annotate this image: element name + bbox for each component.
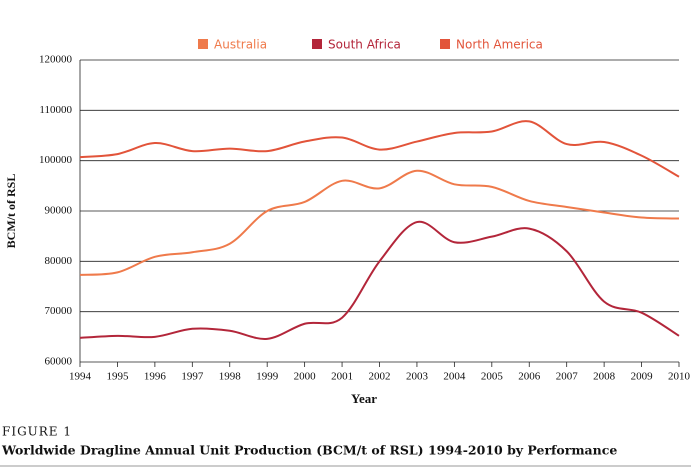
figure-caption: FIGURE 1	[2, 425, 72, 439]
y-tick-label: 60000	[45, 356, 73, 368]
x-tick-label: 2002	[369, 371, 391, 383]
legend-label: South Africa	[328, 38, 401, 52]
y-tick-label: 110000	[39, 104, 72, 116]
y-tick-label: 70000	[45, 305, 73, 317]
y-tick-label: 90000	[45, 205, 73, 217]
y-tick-label: 100000	[39, 154, 73, 166]
legend-swatch	[440, 39, 450, 49]
x-tick-label: 1994	[69, 371, 92, 383]
legend-label: North America	[456, 38, 543, 52]
x-tick-label: 2001	[331, 371, 353, 383]
x-tick-label: 2004	[443, 371, 466, 383]
x-tick-label: 1999	[256, 371, 279, 383]
figure-title: Worldwide Dragline Annual Unit Productio…	[1, 443, 617, 458]
series-line	[79, 220, 680, 340]
x-axis-label: Year	[351, 391, 377, 406]
y-tick-label: 80000	[45, 255, 73, 267]
legend-swatch	[198, 39, 208, 49]
x-tick-label: 2009	[631, 371, 654, 383]
x-tick-label: 1995	[106, 371, 129, 383]
x-tick-label: 1996	[144, 371, 167, 383]
series-line	[79, 169, 680, 276]
x-tick-label: 2008	[593, 371, 616, 383]
legend-swatch	[312, 39, 322, 49]
x-tick-label: 2010	[668, 371, 691, 383]
x-tick-label: 2000	[294, 371, 317, 383]
y-tick-label: 120000	[39, 54, 73, 66]
x-tick-label: 2003	[406, 371, 429, 383]
x-tick-label: 1997	[181, 371, 204, 383]
legend-label: Australia	[214, 38, 267, 52]
series-line	[79, 120, 680, 178]
x-tick-label: 2006	[518, 371, 541, 383]
x-tick-label: 2007	[556, 371, 579, 383]
y-axis-label: BCM/t of RSL	[4, 174, 18, 249]
x-tick-label: 2005	[481, 371, 504, 383]
x-tick-label: 1998	[219, 371, 242, 383]
